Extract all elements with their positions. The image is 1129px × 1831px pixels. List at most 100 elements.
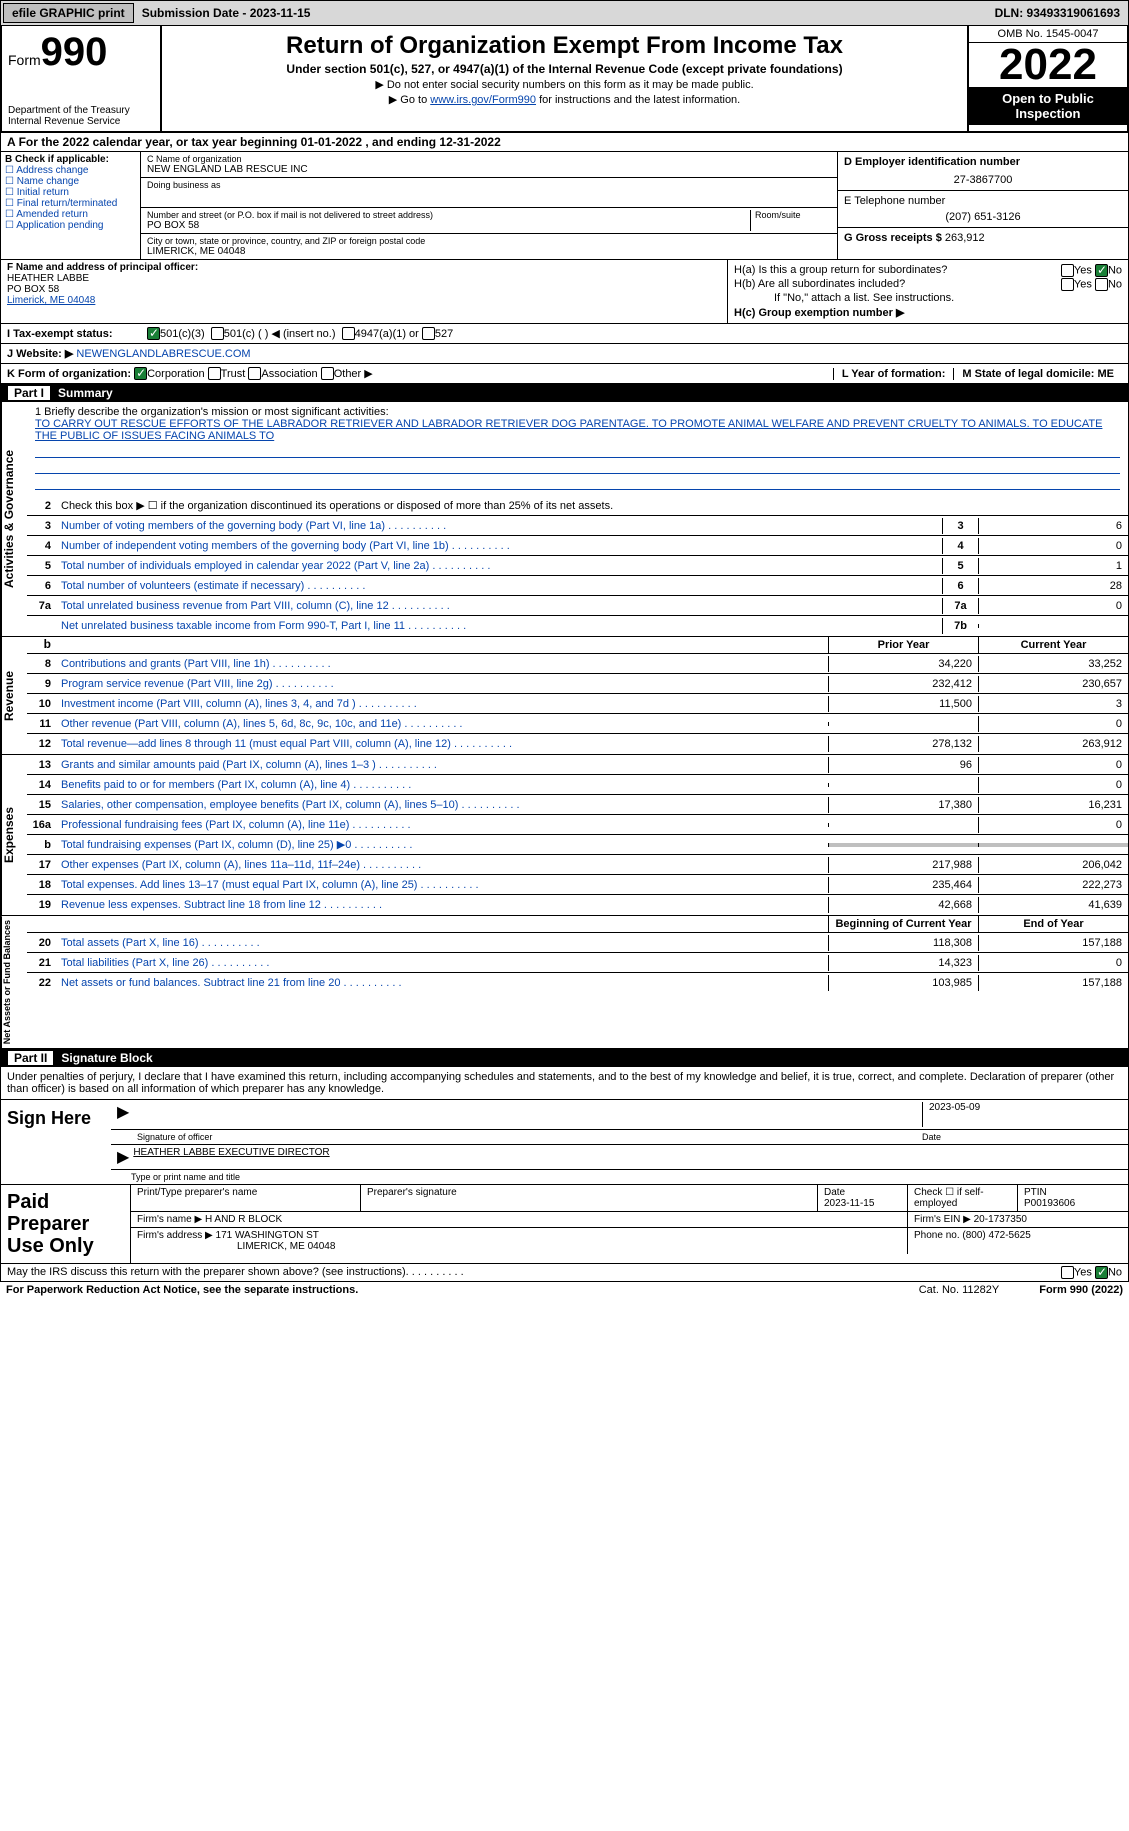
top-toolbar: efile GRAPHIC print Submission Date - 20… xyxy=(0,0,1129,26)
part2-title: Signature Block xyxy=(61,1051,152,1065)
ha-label: H(a) Is this a group return for subordin… xyxy=(734,264,947,276)
line-text: Total expenses. Add lines 13–17 (must eq… xyxy=(57,877,828,893)
tel-value: (207) 651-3126 xyxy=(844,211,1122,223)
ssn-note: ▶ Do not enter social security numbers o… xyxy=(170,78,959,91)
m-label: M State of legal domicile: ME xyxy=(962,368,1114,380)
org-name-label: C Name of organization xyxy=(147,154,831,164)
section-b-to-g: B Check if applicable: ☐ Address change … xyxy=(0,152,1129,260)
officer-name-title: HEATHER LABBE EXECUTIVE DIRECTOR xyxy=(133,1147,329,1167)
part2-num: Part II xyxy=(8,1051,53,1065)
other-check[interactable] xyxy=(321,367,334,380)
prior-year-hdr: Prior Year xyxy=(828,637,978,653)
sig-declaration: Under penalties of perjury, I declare th… xyxy=(1,1067,1128,1099)
part2-bar: Part II Signature Block xyxy=(0,1049,1129,1067)
form-header: Form990 Department of the Treasury Inter… xyxy=(0,26,1129,133)
netassets-section: Net Assets or Fund Balances Beginning of… xyxy=(0,916,1129,1049)
tax-i-label: I Tax-exempt status: xyxy=(7,328,147,340)
beg-year-hdr: Beginning of Current Year xyxy=(828,916,978,932)
line-text: Total liabilities (Part X, line 26) xyxy=(57,955,828,971)
room-label: Room/suite xyxy=(751,210,831,231)
current-year-hdr: Current Year xyxy=(978,637,1128,653)
end-year-hdr: End of Year xyxy=(978,916,1128,932)
hb-yes-check[interactable] xyxy=(1061,278,1074,291)
open-inspection: Open to Public Inspection xyxy=(969,87,1127,125)
line-text: Investment income (Part VIII, column (A)… xyxy=(57,696,828,712)
ptin: P00193606 xyxy=(1024,1198,1075,1209)
line-text: Number of independent voting members of … xyxy=(57,538,942,554)
tel-label: E Telephone number xyxy=(844,195,945,207)
gross-value: 263,912 xyxy=(945,232,985,244)
527-check[interactable] xyxy=(422,327,435,340)
irs-link[interactable]: www.irs.gov/Form990 xyxy=(430,94,536,106)
hb-label: H(b) Are all subordinates included? xyxy=(734,278,905,290)
line-text: Total assets (Part X, line 16) xyxy=(57,935,828,951)
cat-no: Cat. No. 11282Y xyxy=(919,1284,1000,1296)
firm-city: LIMERICK, ME 04048 xyxy=(137,1241,335,1252)
form-title: Return of Organization Exempt From Incom… xyxy=(170,32,959,60)
line-text: Total fundraising expenses (Part IX, col… xyxy=(57,836,828,853)
501c3-check[interactable] xyxy=(147,327,160,340)
irs-discuss-row: May the IRS discuss this return with the… xyxy=(0,1264,1129,1282)
4947-check[interactable] xyxy=(342,327,355,340)
expenses-section: Expenses 13Grants and similar amounts pa… xyxy=(0,755,1129,916)
corp-check[interactable] xyxy=(134,367,147,380)
line-text: Total number of volunteers (estimate if … xyxy=(57,578,942,594)
prep-label: Paid Preparer Use Only xyxy=(1,1185,131,1263)
line-text: Number of voting members of the governin… xyxy=(57,518,942,534)
revenue-section: Revenue b Prior Year Current Year 8Contr… xyxy=(0,637,1129,755)
firm-name: H AND R BLOCK xyxy=(205,1214,282,1225)
ha-yes-check[interactable] xyxy=(1061,264,1074,277)
hb-no-check[interactable] xyxy=(1095,278,1108,291)
501c-check[interactable] xyxy=(211,327,224,340)
discuss-no-check[interactable] xyxy=(1095,1266,1108,1279)
k-org-row: K Form of organization: Corporation Trus… xyxy=(0,364,1129,384)
sig-officer-label: Signature of officer xyxy=(117,1132,922,1142)
net-vtab: Net Assets or Fund Balances xyxy=(1,916,27,1048)
line-text: Net unrelated business taxable income fr… xyxy=(57,618,942,634)
city-value: LIMERICK, ME 04048 xyxy=(147,246,831,257)
date-label: Date xyxy=(922,1132,1122,1142)
sign-here-label: Sign Here xyxy=(1,1100,111,1184)
check-b-label: B Check if applicable: xyxy=(5,154,109,165)
ein-value: 27-3867700 xyxy=(844,174,1122,186)
sig-arrow-icon: ▶ xyxy=(117,1102,129,1127)
governance-section: Activities & Governance 1 Briefly descri… xyxy=(0,402,1129,637)
tax-year: 2022 xyxy=(969,43,1127,87)
mission-label: 1 Briefly describe the organization's mi… xyxy=(35,406,1120,418)
discuss-yes-check[interactable] xyxy=(1061,1266,1074,1279)
final-return-check[interactable]: ☐ Final return/terminated xyxy=(5,198,136,209)
line-text: Professional fundraising fees (Part IX, … xyxy=(57,817,828,833)
line-text: Other revenue (Part VIII, column (A), li… xyxy=(57,716,828,732)
ha-no-check[interactable] xyxy=(1095,264,1108,277)
street-label: Number and street (or P.O. box if mail i… xyxy=(147,210,746,220)
name-change-check[interactable]: ☐ Name change xyxy=(5,176,136,187)
hb-note: If "No," attach a list. See instructions… xyxy=(734,292,1122,304)
initial-return-check[interactable]: ☐ Initial return xyxy=(5,187,136,198)
assoc-check[interactable] xyxy=(248,367,261,380)
part1-bar: Part I Summary xyxy=(0,384,1129,402)
mission-text: TO CARRY OUT RESCUE EFFORTS OF THE LABRA… xyxy=(35,418,1120,442)
prep-sig-label: Preparer's signature xyxy=(361,1185,818,1211)
self-employed-check[interactable]: Check ☐ if self-employed xyxy=(908,1185,1018,1211)
officer-label: F Name and address of principal officer: xyxy=(7,262,198,273)
exp-vtab: Expenses xyxy=(1,755,27,915)
line-text: Net assets or fund balances. Subtract li… xyxy=(57,975,828,991)
firm-phone: (800) 472-5625 xyxy=(962,1230,1030,1241)
line2-text: Check this box ▶ ☐ if the organization d… xyxy=(57,497,1128,514)
amended-return-check[interactable]: ☐ Amended return xyxy=(5,209,136,220)
firm-addr: 171 WASHINGTON ST xyxy=(216,1230,319,1241)
irs-discuss-text: May the IRS discuss this return with the… xyxy=(7,1266,406,1279)
app-pending-check[interactable]: ☐ Application pending xyxy=(5,220,136,231)
part1-title: Summary xyxy=(58,386,113,400)
line-text: Total revenue—add lines 8 through 11 (mu… xyxy=(57,736,828,752)
addr-change-check[interactable]: ☐ Address change xyxy=(5,165,136,176)
dept-treasury: Department of the Treasury Internal Reve… xyxy=(8,105,154,127)
line-text: Revenue less expenses. Subtract line 18 … xyxy=(57,897,828,913)
efile-print-button[interactable]: efile GRAPHIC print xyxy=(3,3,134,23)
prep-date: 2023-11-15 xyxy=(824,1198,874,1209)
trust-check[interactable] xyxy=(208,367,221,380)
website-link[interactable]: NEWENGLANDLABRESCUE.COM xyxy=(76,348,250,360)
officer-street: PO BOX 58 xyxy=(7,284,59,295)
web-j-label: J Website: ▶ xyxy=(7,347,73,360)
name-label: Type or print name and title xyxy=(111,1170,1128,1184)
